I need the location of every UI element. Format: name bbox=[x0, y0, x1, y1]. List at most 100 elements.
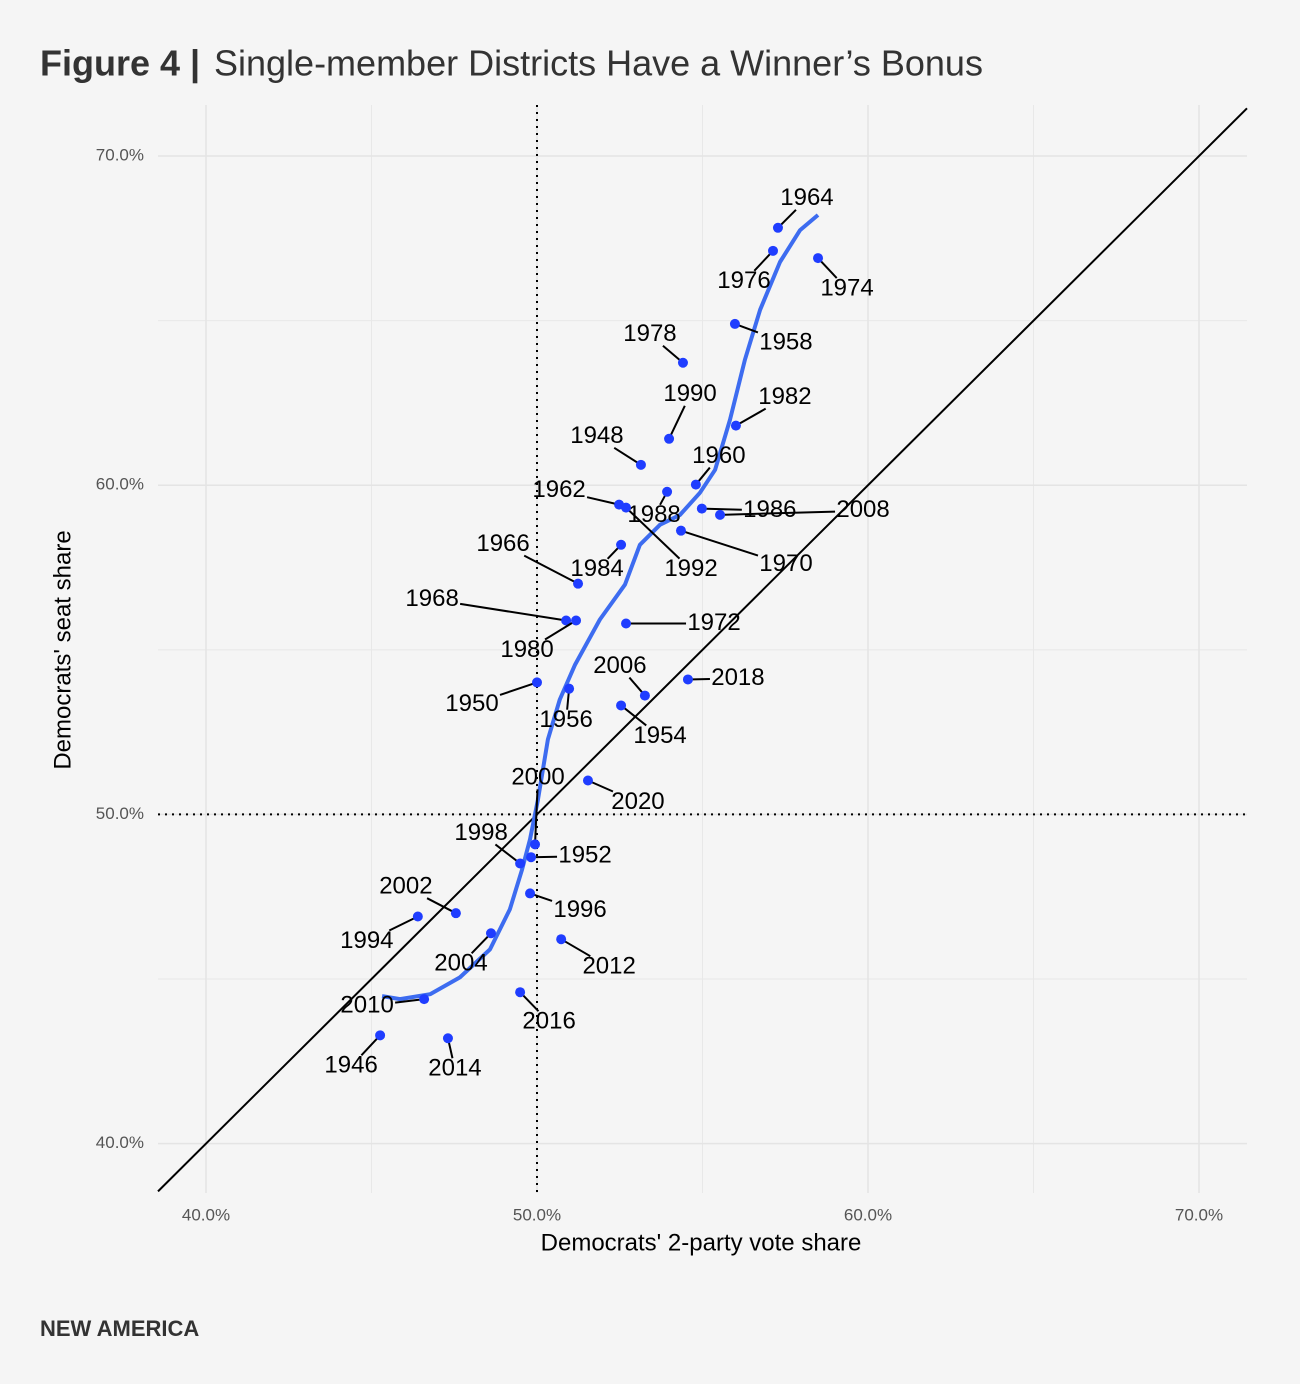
point bbox=[526, 852, 537, 863]
point-label: 1946 bbox=[324, 1052, 377, 1079]
leader-line bbox=[523, 554, 579, 585]
point bbox=[729, 318, 740, 329]
leader-line bbox=[494, 843, 521, 865]
point bbox=[375, 1030, 386, 1041]
x-tick-label: 60.0% bbox=[844, 1205, 892, 1224]
y-tick-label: 60.0% bbox=[96, 475, 144, 494]
leader-line bbox=[680, 529, 759, 557]
point bbox=[573, 578, 584, 589]
point bbox=[525, 888, 536, 899]
chart-title: Single-member Districts Have a Winner’s … bbox=[214, 43, 983, 84]
point bbox=[561, 615, 572, 626]
x-tick-label: 70.0% bbox=[1175, 1205, 1223, 1224]
point bbox=[485, 928, 496, 939]
title-prefix: Figure 4 | bbox=[40, 43, 200, 85]
leader-line bbox=[586, 496, 620, 506]
point bbox=[582, 775, 593, 786]
point-label: 2014 bbox=[428, 1055, 481, 1082]
point bbox=[715, 509, 726, 520]
point-label: 1980 bbox=[500, 636, 553, 663]
point-label: 2010 bbox=[340, 991, 393, 1018]
point bbox=[682, 674, 693, 685]
leader-line bbox=[544, 619, 577, 641]
leader-line bbox=[735, 407, 767, 427]
point-label: 2020 bbox=[611, 788, 664, 815]
point-label: 1998 bbox=[454, 819, 507, 846]
point-label: 1956 bbox=[539, 706, 592, 733]
point bbox=[450, 908, 461, 919]
point bbox=[664, 433, 675, 444]
leader-line bbox=[625, 506, 681, 560]
leader-line bbox=[620, 704, 647, 727]
point-label: 1972 bbox=[687, 609, 740, 636]
leader-line bbox=[534, 789, 539, 845]
point bbox=[768, 245, 779, 256]
smooth-line bbox=[381, 213, 820, 1002]
leader-line bbox=[668, 405, 686, 440]
point-label: 1976 bbox=[717, 267, 770, 294]
point bbox=[639, 690, 650, 701]
point bbox=[813, 253, 824, 264]
point-label: 1958 bbox=[759, 328, 812, 355]
point bbox=[635, 459, 646, 470]
y-axis-label: Democrats' seat share bbox=[49, 530, 76, 769]
point bbox=[556, 934, 567, 945]
point bbox=[531, 677, 542, 688]
leader-line bbox=[613, 446, 642, 466]
point-label: 2016 bbox=[522, 1008, 575, 1035]
point-label: 1964 bbox=[780, 184, 833, 211]
leader-line bbox=[426, 897, 457, 915]
point bbox=[690, 479, 701, 490]
point bbox=[442, 1033, 453, 1044]
point-label: 1950 bbox=[445, 690, 498, 717]
point-label: 2006 bbox=[593, 652, 646, 679]
point-label: 2012 bbox=[582, 953, 635, 980]
point-label: 1968 bbox=[405, 585, 458, 612]
point bbox=[772, 222, 783, 233]
point-label: 2000 bbox=[511, 764, 564, 791]
point-label: 1960 bbox=[692, 442, 745, 469]
point-label: 1990 bbox=[663, 380, 716, 407]
point bbox=[616, 539, 627, 550]
point-label: 1948 bbox=[570, 422, 623, 449]
point bbox=[621, 618, 632, 629]
point bbox=[412, 911, 423, 922]
x-tick-label: 40.0% bbox=[182, 1205, 230, 1224]
point-label: 2004 bbox=[434, 950, 487, 977]
source: NEW AMERICA bbox=[40, 1316, 199, 1341]
point bbox=[616, 700, 627, 711]
point-label: 1986 bbox=[743, 496, 796, 523]
point-label: 1982 bbox=[758, 383, 811, 410]
leader-line bbox=[701, 507, 742, 511]
leader-line bbox=[720, 510, 836, 516]
point-label: 1978 bbox=[623, 320, 676, 347]
x-tick-label: 50.0% bbox=[513, 1205, 561, 1224]
leader-line bbox=[459, 602, 567, 622]
point-label: 1962 bbox=[532, 476, 585, 503]
point bbox=[515, 987, 526, 998]
point-label: 1974 bbox=[820, 274, 873, 301]
point-label: 2002 bbox=[379, 873, 432, 900]
leader-line bbox=[388, 915, 419, 932]
leader-line bbox=[560, 938, 591, 958]
point-label: 1996 bbox=[553, 896, 606, 923]
point-label: 2008 bbox=[836, 496, 889, 523]
leader-line bbox=[499, 681, 538, 696]
equality-line bbox=[157, 107, 1248, 1193]
x-axis-label: Democrats' 2-party vote share bbox=[541, 1229, 862, 1256]
point bbox=[730, 420, 741, 431]
point-label: 1988 bbox=[627, 501, 680, 528]
y-tick-label: 70.0% bbox=[96, 146, 144, 165]
point bbox=[571, 615, 582, 626]
point bbox=[677, 357, 688, 368]
point-label: 1952 bbox=[558, 842, 611, 869]
point bbox=[419, 994, 430, 1005]
point bbox=[530, 839, 541, 850]
point-label: 1984 bbox=[570, 555, 623, 582]
point bbox=[662, 486, 673, 497]
point-label: 1970 bbox=[759, 550, 812, 577]
point bbox=[675, 525, 686, 536]
point-label: 1992 bbox=[664, 555, 717, 582]
